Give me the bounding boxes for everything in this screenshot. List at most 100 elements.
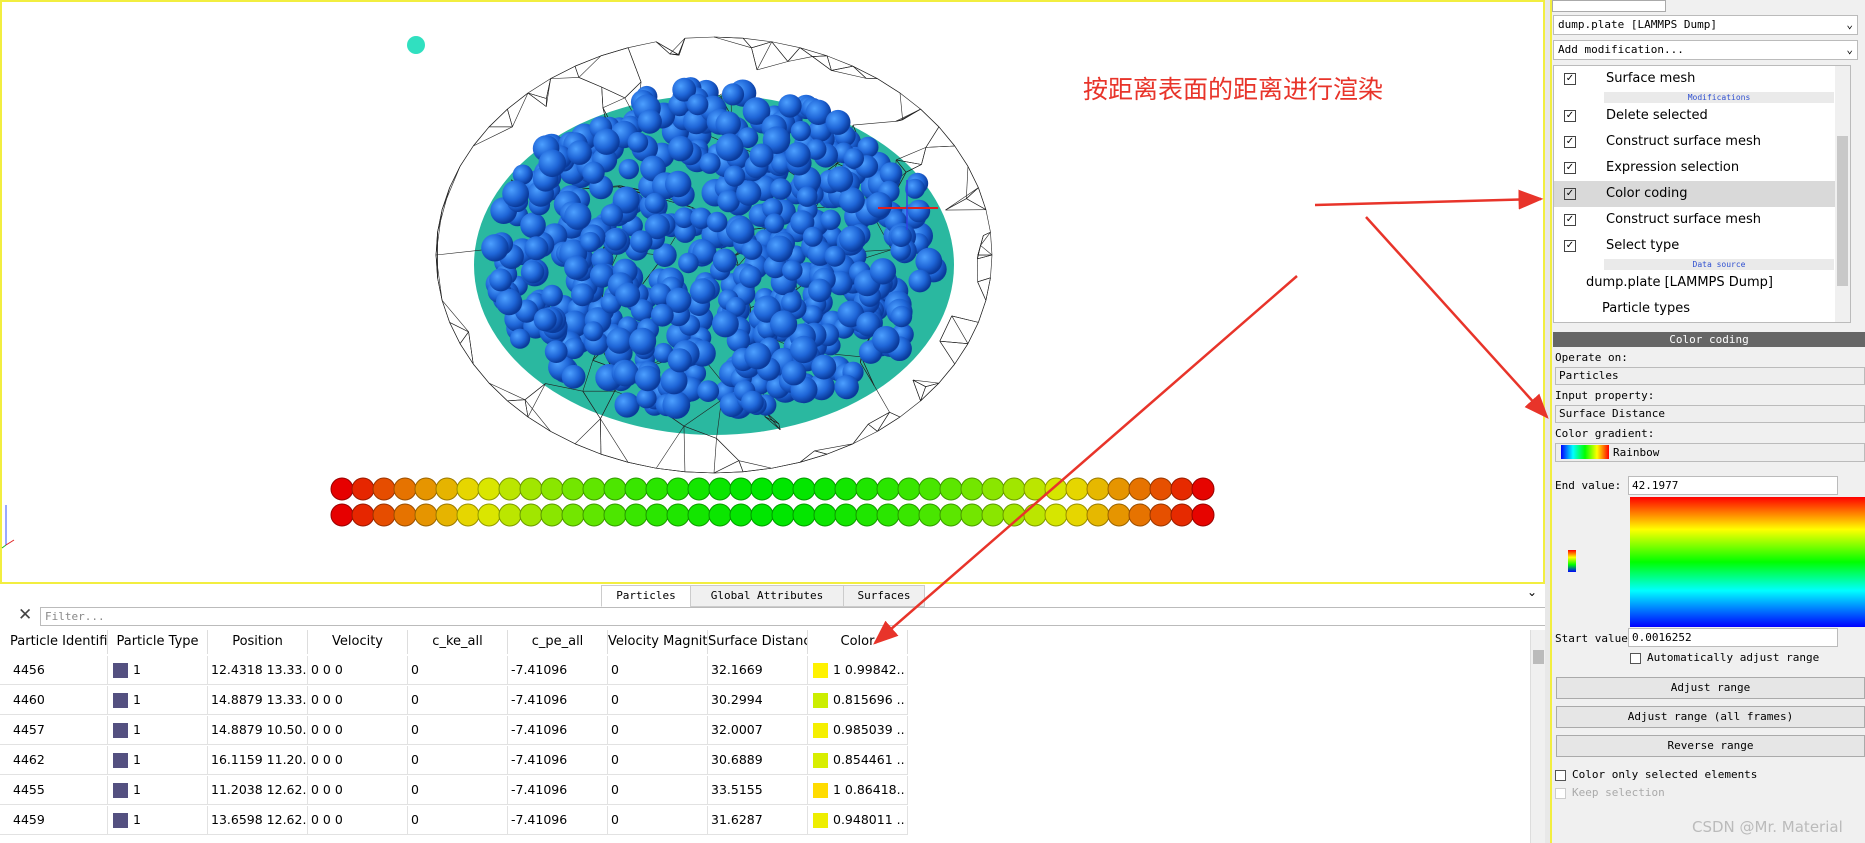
particle — [604, 228, 627, 251]
mesh-edge — [473, 126, 513, 147]
mesh-edge — [459, 343, 474, 365]
column-separator — [407, 776, 408, 805]
pipeline-list: ✓ Surface mesh Modifications ✓ Delete select… — [1553, 65, 1851, 323]
substrate-atom — [750, 477, 774, 501]
pipeline-item[interactable]: ✓ Surface mesh — [1554, 66, 1836, 92]
table-cell: -7.41096 — [511, 782, 568, 797]
mesh-edge — [550, 77, 579, 79]
particle — [564, 255, 589, 280]
pipeline-item[interactable]: ✓ Delete selected — [1554, 103, 1836, 129]
start-value-input[interactable]: 0.0016252 — [1628, 628, 1838, 647]
mesh-edge — [582, 360, 594, 392]
particle — [589, 263, 615, 288]
table-cell: 0.815696 ... — [833, 692, 906, 707]
particle — [687, 93, 709, 116]
mesh-edge — [527, 383, 546, 418]
gradient-icon[interactable] — [1568, 550, 1576, 572]
mesh-edge — [852, 65, 878, 79]
pipeline-selector[interactable]: dump.plate [LAMMPS Dump] ⌄ — [1553, 15, 1858, 35]
mesh-edge — [826, 55, 854, 67]
auto-adjust-option[interactable]: Automatically adjust range — [1630, 651, 1819, 664]
column-separator — [607, 806, 608, 835]
checkbox[interactable]: ✓ — [1564, 73, 1576, 85]
particle — [502, 180, 529, 208]
particle — [827, 166, 854, 193]
particle — [781, 360, 807, 386]
mesh-edge — [669, 53, 679, 55]
column-separator — [207, 716, 208, 745]
filter-input[interactable]: Filter... — [40, 607, 1546, 626]
pipeline-item[interactable]: ✓ Select type — [1554, 233, 1836, 259]
particle — [736, 180, 762, 206]
substrate-atom — [939, 503, 963, 527]
column-separator — [807, 686, 808, 715]
checkbox[interactable]: ✓ — [1564, 136, 1576, 148]
table-cell: 14.8879 13.33... — [211, 692, 306, 707]
table-cell: 1 — [133, 812, 141, 827]
mesh-edge — [977, 254, 993, 260]
button[interactable]: Adjust range — [1556, 677, 1865, 699]
item-label: Select type — [1606, 238, 1680, 253]
button[interactable]: Reverse range — [1556, 735, 1865, 757]
table-cell: 30.6889 — [711, 752, 763, 767]
mesh-edge — [812, 55, 828, 57]
mesh-edge — [574, 66, 580, 78]
panel-tabs[interactable] — [1552, 0, 1666, 12]
particle — [820, 209, 841, 230]
particle — [612, 186, 640, 214]
gradient-select[interactable]: Rainbow — [1555, 443, 1865, 462]
particle — [796, 186, 818, 207]
mesh-edge — [441, 300, 450, 323]
input-property-select[interactable]: Surface Distance — [1555, 405, 1865, 423]
pipeline-item[interactable]: dump.plate [LAMMPS Dump] — [1554, 270, 1836, 296]
row-separator — [0, 804, 908, 805]
substrate-atom — [792, 503, 816, 527]
column-separator — [207, 776, 208, 805]
collapse-icon[interactable]: ⌄ — [1527, 585, 1538, 599]
column-separator — [407, 746, 408, 775]
particle — [908, 269, 932, 293]
checkbox[interactable]: ✓ — [1564, 162, 1576, 174]
mesh-edge — [895, 159, 907, 173]
checkbox[interactable]: ✓ — [1564, 214, 1576, 226]
pipeline-item[interactable]: ✓ Construct surface mesh — [1554, 207, 1836, 233]
table-cell: 0 — [411, 752, 419, 767]
pipeline-item[interactable]: ✓ Construct surface mesh — [1554, 129, 1836, 155]
pipeline-item[interactable]: Particle types — [1554, 296, 1836, 322]
end-value-input[interactable]: 42.1977 — [1628, 476, 1838, 495]
table-cell: 0 — [411, 782, 419, 797]
add-modification[interactable]: Add modification... ⌄ — [1553, 40, 1858, 60]
clear-filter[interactable]: ✕ — [18, 605, 33, 625]
mesh-edge — [582, 391, 601, 419]
table-scrollbar[interactable] — [1530, 630, 1546, 843]
particle — [630, 299, 654, 322]
pipeline-item[interactable]: ✓ Expression selection — [1554, 155, 1836, 181]
tab[interactable]: Surfaces — [843, 585, 925, 607]
mesh-edge — [683, 425, 717, 439]
particle — [571, 283, 594, 307]
tab[interactable]: Particles — [601, 585, 691, 607]
mesh-edge — [507, 92, 529, 110]
table-cell: 4456 — [13, 662, 45, 677]
checkbox[interactable]: ✓ — [1564, 110, 1576, 122]
mesh-edge — [771, 41, 789, 62]
mesh-edge — [966, 198, 987, 210]
checkbox[interactable]: ✓ — [1564, 240, 1576, 252]
pipeline-item[interactable]: ✓ Color coding — [1554, 181, 1836, 207]
substrate-atom — [918, 477, 942, 501]
checkbox[interactable]: ✓ — [1564, 188, 1576, 200]
mesh-edge — [966, 187, 979, 199]
substrate-atom — [876, 503, 900, 527]
button[interactable]: Adjust range (all frames) — [1556, 706, 1865, 728]
mesh-edge — [713, 438, 717, 474]
tab[interactable]: Global Attributes — [690, 585, 844, 607]
mesh-edge — [578, 77, 602, 88]
operate-on-select[interactable]: Particles — [1555, 367, 1865, 385]
color-only-selected-option[interactable]: Color only selected elements — [1555, 768, 1757, 781]
mesh-edge — [435, 254, 443, 301]
table-cell: 0 — [411, 692, 419, 707]
substrate-atom — [708, 477, 732, 501]
keep-selection-option: Keep selection — [1555, 786, 1665, 799]
pipeline-scrollbar[interactable] — [1835, 66, 1850, 322]
column-separator — [207, 746, 208, 775]
